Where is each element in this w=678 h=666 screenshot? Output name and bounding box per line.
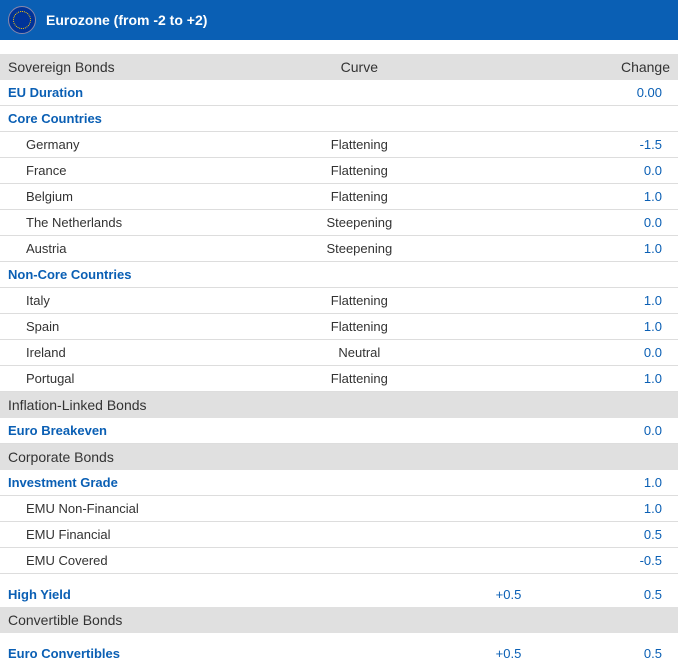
table-row: SpainFlattening 1.0 — [0, 314, 678, 340]
change-value: 0.5 — [556, 641, 678, 666]
category-row: Investment Grade 1.0 — [0, 470, 678, 496]
change-inline — [461, 262, 556, 288]
curve-value — [258, 522, 461, 548]
change-inline: +0.5 — [461, 641, 556, 666]
section-header: Corporate Bonds — [0, 444, 678, 471]
change-value: 1.0 — [556, 314, 678, 340]
table-row: BelgiumFlattening 1.0 — [0, 184, 678, 210]
category-label: High Yield — [0, 582, 258, 607]
allocation-table: Sovereign BondsCurve Change EU Duration 0.0… — [0, 54, 678, 666]
curve-value: Flattening — [258, 158, 461, 184]
row-label: The Netherlands — [0, 210, 258, 236]
change-value: 1.0 — [556, 236, 678, 262]
category-label: Euro Convertibles — [0, 641, 258, 666]
change-value: 1.0 — [556, 288, 678, 314]
change-inline — [461, 106, 556, 132]
change-value — [556, 262, 678, 288]
change-value: 1.0 — [556, 470, 678, 496]
change-value: 0.5 — [556, 582, 678, 607]
table-row: AustriaSteepening 1.0 — [0, 236, 678, 262]
section-label: Sovereign Bonds — [0, 54, 258, 80]
change-value: 1.0 — [556, 184, 678, 210]
curve-value: Flattening — [258, 314, 461, 340]
table-row: IrelandNeutral 0.0 — [0, 340, 678, 366]
row-label: Ireland — [0, 340, 258, 366]
section-header: Sovereign BondsCurve Change — [0, 54, 678, 80]
column-curve-header: Curve — [258, 54, 461, 80]
section-label: Inflation-Linked Bonds — [0, 392, 258, 419]
change-value: -1.5 — [556, 132, 678, 158]
table-row: FranceFlattening 0.0 — [0, 158, 678, 184]
curve-value: Neutral — [258, 340, 461, 366]
change-inline — [461, 418, 556, 444]
eu-flag-icon — [8, 6, 36, 34]
table-row: EMU Non-Financial 1.0 — [0, 496, 678, 522]
category-row: Non-Core Countries — [0, 262, 678, 288]
section-header: Inflation-Linked Bonds — [0, 392, 678, 419]
table-row: EMU Covered -0.5 — [0, 548, 678, 574]
row-label: EMU Non-Financial — [0, 496, 258, 522]
change-value: 0.00 — [556, 80, 678, 106]
curve-value: Flattening — [258, 132, 461, 158]
change-inline — [461, 470, 556, 496]
table-row: EMU Financial 0.5 — [0, 522, 678, 548]
change-value: 0.5 — [556, 522, 678, 548]
row-label: EMU Financial — [0, 522, 258, 548]
category-row: EU Duration 0.00 — [0, 80, 678, 106]
row-label: Belgium — [0, 184, 258, 210]
category-row: Euro Convertibles +0.50.5 — [0, 641, 678, 666]
category-row: Euro Breakeven 0.0 — [0, 418, 678, 444]
curve-value: Steepening — [258, 236, 461, 262]
column-curve-header — [258, 444, 461, 471]
table-row: GermanyFlattening -1.5 — [0, 132, 678, 158]
change-inline: +0.5 — [461, 582, 556, 607]
row-label: Austria — [0, 236, 258, 262]
column-curve-header — [258, 607, 461, 633]
row-label: Portugal — [0, 366, 258, 392]
change-value — [556, 106, 678, 132]
row-label: France — [0, 158, 258, 184]
row-label: EMU Covered — [0, 548, 258, 574]
curve-value — [258, 548, 461, 574]
category-label: Non-Core Countries — [0, 262, 258, 288]
row-label: Germany — [0, 132, 258, 158]
row-label: Italy — [0, 288, 258, 314]
curve-value: Flattening — [258, 184, 461, 210]
category-row: Core Countries — [0, 106, 678, 132]
curve-value: Flattening — [258, 366, 461, 392]
change-value: 0.0 — [556, 340, 678, 366]
change-value: 1.0 — [556, 366, 678, 392]
section-label: Corporate Bonds — [0, 444, 258, 471]
curve-value: Flattening — [258, 288, 461, 314]
category-label: Investment Grade — [0, 470, 258, 496]
column-change-header: Change — [556, 54, 678, 80]
column-curve-header — [258, 392, 461, 419]
curve-value: Steepening — [258, 210, 461, 236]
table-row: The NetherlandsSteepening 0.0 — [0, 210, 678, 236]
column-change-header — [556, 444, 678, 471]
category-row: High Yield +0.50.5 — [0, 582, 678, 607]
change-value: 0.0 — [556, 210, 678, 236]
section-label: Convertible Bonds — [0, 607, 258, 633]
change-value: 1.0 — [556, 496, 678, 522]
category-label: Euro Breakeven — [0, 418, 258, 444]
curve-value — [258, 496, 461, 522]
region-title: Eurozone (from -2 to +2) — [46, 12, 207, 28]
column-change-header — [556, 607, 678, 633]
change-value: -0.5 — [556, 548, 678, 574]
category-label: Core Countries — [0, 106, 258, 132]
change-value: 0.0 — [556, 158, 678, 184]
column-change-header — [556, 392, 678, 419]
region-header: Eurozone (from -2 to +2) — [0, 0, 678, 40]
section-header: Convertible Bonds — [0, 607, 678, 633]
table-row: PortugalFlattening 1.0 — [0, 366, 678, 392]
change-inline — [461, 80, 556, 106]
change-value: 0.0 — [556, 418, 678, 444]
category-label: EU Duration — [0, 80, 258, 106]
table-row: ItalyFlattening 1.0 — [0, 288, 678, 314]
row-label: Spain — [0, 314, 258, 340]
